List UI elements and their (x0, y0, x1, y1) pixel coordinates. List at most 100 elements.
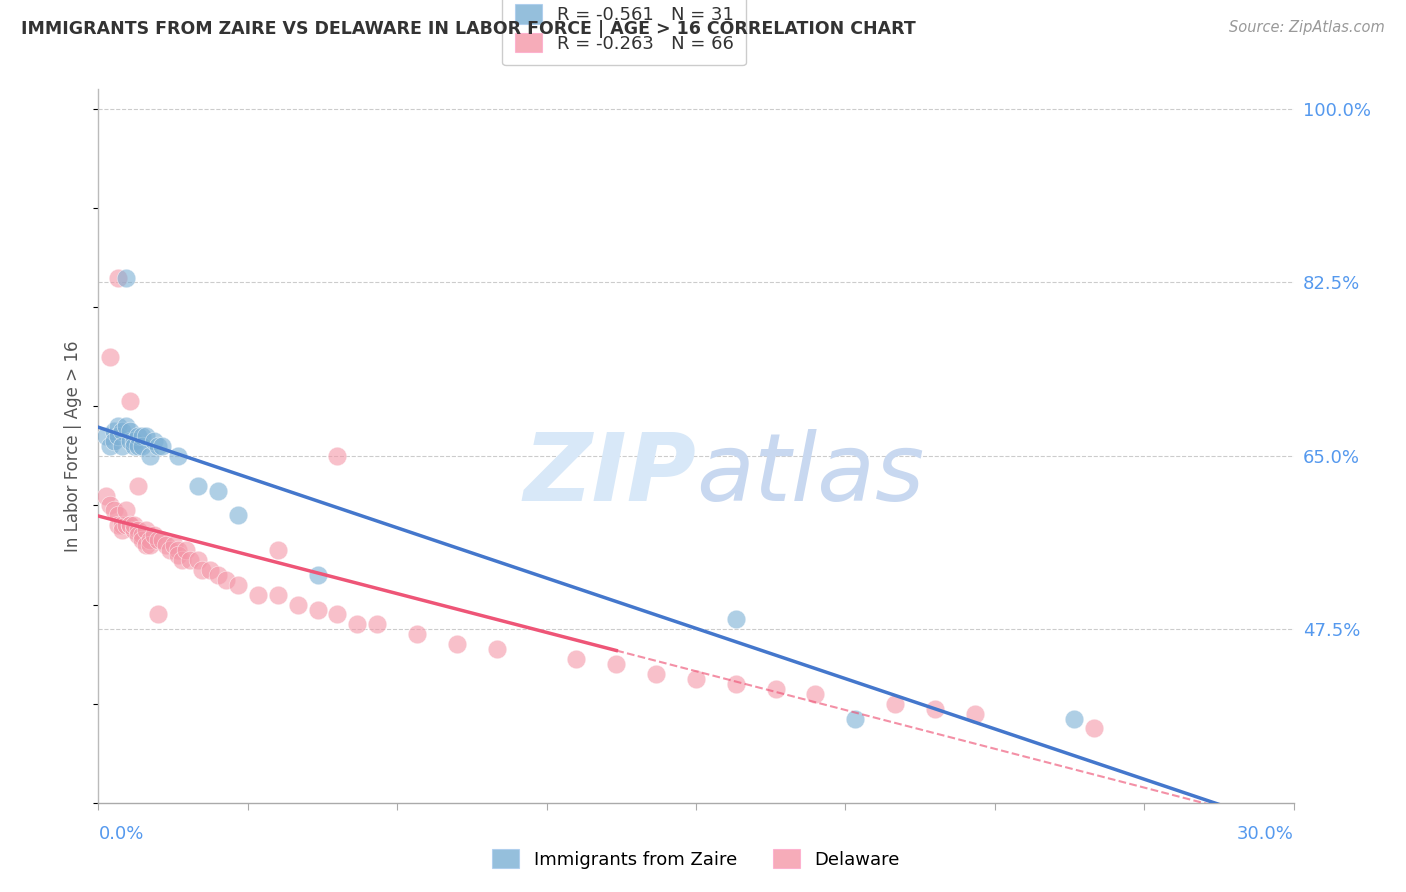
Point (148, 607, 170, 622)
Point (107, 419, 129, 434)
Point (167, 543, 190, 558)
Point (127, 523, 149, 537)
Point (446, 637, 468, 651)
Point (191, 563, 214, 577)
Point (215, 573, 238, 587)
Point (174, 543, 197, 558)
Point (139, 538, 162, 552)
Point (963, 706, 986, 721)
Point (198, 563, 221, 577)
Point (96, 429, 118, 443)
Point (143, 434, 166, 448)
Point (131, 528, 153, 542)
Point (605, 657, 627, 671)
Point (120, 518, 142, 533)
Point (115, 270, 138, 285)
Point (804, 687, 827, 701)
Point (724, 612, 747, 626)
Text: Source: ZipAtlas.com: Source: ZipAtlas.com (1229, 20, 1385, 35)
Point (207, 483, 229, 498)
Point (187, 553, 209, 567)
Point (307, 567, 329, 582)
Point (326, 449, 349, 463)
Point (207, 567, 229, 582)
Text: atlas: atlas (696, 429, 924, 520)
Point (127, 478, 149, 492)
Legend: Immigrants from Zaire, Delaware: Immigrants from Zaire, Delaware (485, 841, 907, 876)
Point (167, 548, 190, 562)
Point (103, 434, 125, 448)
Point (226, 578, 249, 592)
Point (124, 523, 146, 537)
Point (148, 533, 170, 548)
Point (100, 499, 122, 513)
Point (148, 439, 170, 453)
Point (111, 523, 134, 537)
Point (167, 449, 190, 463)
Point (565, 652, 588, 666)
Point (685, 672, 707, 686)
Text: 30.0%: 30.0% (1237, 825, 1294, 843)
Point (143, 528, 166, 542)
Point (172, 553, 194, 567)
Point (115, 419, 138, 434)
Point (139, 533, 162, 548)
Point (139, 449, 162, 463)
Point (135, 538, 157, 552)
Point (1083, 722, 1105, 736)
Point (120, 394, 142, 409)
Point (120, 424, 142, 438)
Point (107, 518, 129, 533)
Point (131, 533, 153, 548)
Point (267, 588, 290, 602)
Point (307, 602, 329, 616)
Point (724, 677, 747, 691)
Point (124, 434, 146, 448)
Y-axis label: In Labor Force | Age > 16: In Labor Force | Age > 16 (65, 340, 83, 552)
Text: IMMIGRANTS FROM ZAIRE VS DELAWARE IN LABOR FORCE | AGE > 16 CORRELATION CHART: IMMIGRANTS FROM ZAIRE VS DELAWARE IN LAB… (21, 20, 915, 37)
Point (131, 439, 153, 453)
Point (135, 523, 157, 537)
Point (127, 439, 149, 453)
Point (100, 439, 122, 453)
Point (120, 434, 142, 448)
Point (645, 667, 668, 681)
Point (366, 617, 388, 632)
Point (111, 518, 134, 533)
Point (884, 697, 907, 711)
Point (135, 429, 157, 443)
Point (246, 588, 269, 602)
Point (485, 642, 508, 657)
Point (107, 270, 129, 285)
Point (103, 503, 125, 517)
Point (267, 543, 290, 558)
Point (150, 439, 173, 453)
Point (406, 627, 429, 641)
Point (127, 429, 149, 443)
Point (131, 429, 153, 443)
Point (124, 518, 146, 533)
Point (127, 528, 149, 542)
Point (124, 439, 146, 453)
Point (159, 543, 181, 558)
Point (120, 518, 142, 533)
Point (287, 598, 309, 612)
Point (100, 350, 122, 364)
Point (115, 518, 138, 533)
Point (107, 508, 129, 523)
Point (111, 439, 134, 453)
Point (115, 503, 138, 517)
Point (103, 424, 125, 438)
Point (1063, 712, 1085, 726)
Text: ZIP: ZIP (523, 428, 696, 521)
Point (924, 701, 946, 715)
Text: 0.0%: 0.0% (98, 825, 143, 843)
Point (179, 553, 201, 567)
Point (111, 424, 134, 438)
Point (163, 538, 186, 552)
Point (844, 712, 866, 726)
Point (226, 508, 249, 523)
Point (155, 538, 177, 552)
Point (187, 478, 209, 492)
Point (107, 429, 129, 443)
